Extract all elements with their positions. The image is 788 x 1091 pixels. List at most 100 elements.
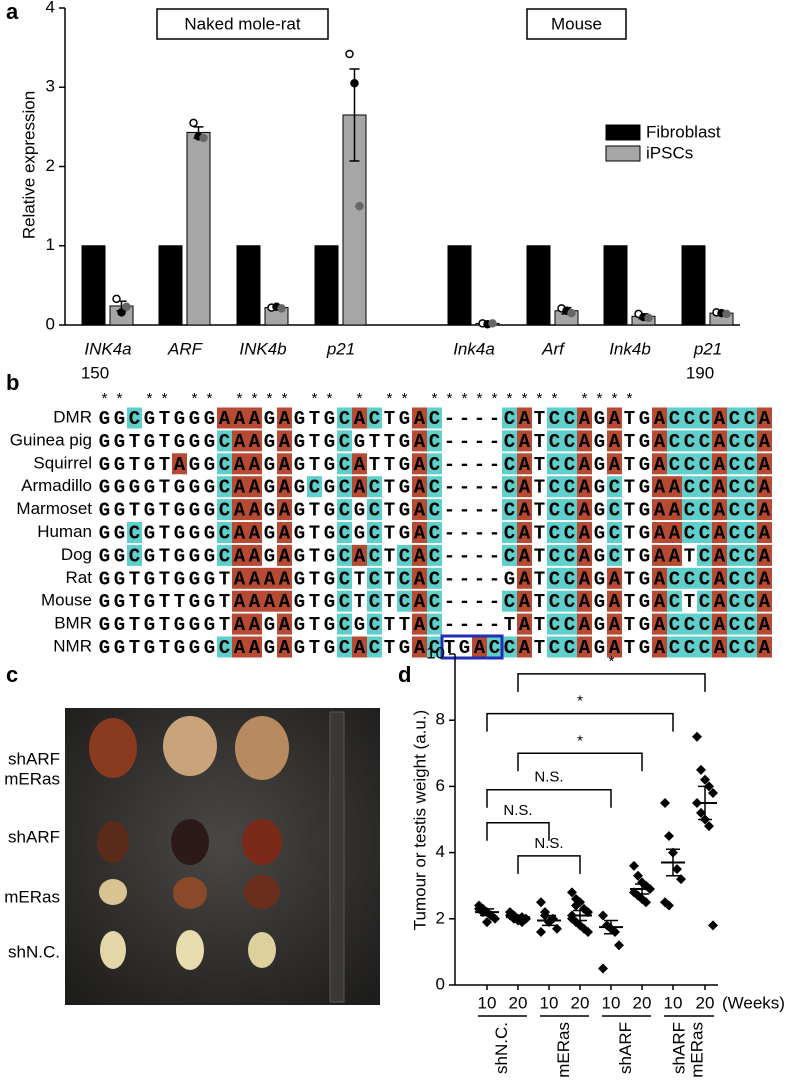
x-tick-label: INK4b — [239, 339, 286, 358]
error-bar — [666, 848, 680, 877]
cell-highlight — [262, 567, 277, 589]
cell-highlight — [412, 613, 427, 635]
data-point — [664, 900, 674, 911]
cell-highlight — [232, 453, 247, 475]
data-point — [571, 900, 581, 911]
cell-highlight — [547, 453, 562, 475]
error-bar — [480, 908, 494, 917]
group-label: shARF — [669, 1022, 688, 1074]
cell-highlight — [337, 453, 352, 475]
cell-highlight — [607, 522, 622, 543]
cell-highlight — [712, 407, 727, 429]
x-unit: (Weeks) — [722, 993, 785, 1012]
cell-highlight — [667, 522, 682, 543]
cell-highlight — [667, 430, 682, 452]
cell-highlight — [397, 544, 412, 566]
cell-highlight — [277, 544, 292, 566]
cell-highlight — [337, 522, 352, 543]
cell-highlight — [727, 430, 742, 452]
cell-highlight — [712, 567, 727, 589]
cell-highlight — [607, 590, 622, 612]
group-label: mERas — [554, 1022, 573, 1078]
cell-highlight — [367, 636, 382, 658]
cell-highlight — [412, 636, 427, 658]
cell-highlight — [247, 430, 262, 452]
cell-highlight — [397, 590, 412, 612]
cell-highlight — [742, 636, 757, 658]
cell-highlight — [127, 522, 142, 543]
tumour — [173, 877, 207, 909]
cell-highlight — [652, 453, 667, 475]
cell-highlight — [652, 407, 667, 429]
x-tick-label: 20 — [696, 993, 715, 1012]
cell-highlight — [607, 476, 622, 498]
data-point — [598, 963, 608, 974]
cell-highlight — [547, 430, 562, 452]
cell-highlight — [682, 499, 697, 521]
data-point — [614, 940, 624, 951]
cell-highlight — [427, 499, 442, 521]
cell-highlight — [607, 544, 622, 566]
cell-highlight — [697, 476, 712, 498]
cell-highlight — [742, 544, 757, 566]
data-point — [567, 887, 577, 898]
cell-highlight — [487, 636, 502, 658]
data-point — [355, 201, 364, 211]
sequence: GGCGTGGGCAAGAGTGCGCTGAC----CATCCAGCTGAAC… — [99, 523, 771, 545]
error-bar — [542, 914, 556, 927]
cell-highlight — [652, 613, 667, 635]
cell-highlight — [757, 636, 772, 658]
cell-highlight — [247, 522, 262, 543]
significance-label: N.S. — [503, 802, 532, 819]
data-point — [598, 910, 608, 921]
cell-highlight — [742, 407, 757, 429]
cell-highlight — [427, 544, 442, 566]
y-tick-label: 6 — [436, 776, 445, 795]
cell-highlight — [517, 636, 532, 658]
cell-highlight — [757, 567, 772, 589]
cell-highlight — [352, 636, 367, 658]
cell-highlight — [727, 453, 742, 475]
data-point — [722, 309, 731, 319]
species-name: Rat — [66, 568, 93, 587]
cell-highlight — [262, 590, 277, 612]
cell-highlight — [607, 430, 622, 452]
insertion-box — [440, 634, 504, 660]
cell-highlight — [697, 590, 712, 612]
cell-highlight — [232, 476, 247, 498]
cell-highlight — [502, 407, 517, 429]
cell-highlight — [277, 453, 292, 475]
cell-highlight — [577, 544, 592, 566]
sequence: GGTGTGGGCAAGAGTGCGCTGAC----CATCCAGCTGAAC… — [99, 500, 771, 522]
cell-highlight — [337, 430, 352, 452]
cell-highlight — [547, 522, 562, 543]
cell-highlight — [697, 544, 712, 566]
cell-highlight — [607, 636, 622, 658]
y-tick-label: 8 — [436, 710, 445, 729]
cell-highlight — [682, 613, 697, 635]
sample-label: shARF — [8, 749, 60, 768]
cell-highlight — [397, 567, 412, 589]
cell-highlight — [697, 453, 712, 475]
cell-highlight — [652, 567, 667, 589]
cell-highlight — [547, 567, 562, 589]
cell-highlight — [352, 544, 367, 566]
cell-highlight — [712, 590, 727, 612]
significance-bracket — [517, 855, 581, 874]
legend-label: iPSCs — [646, 143, 693, 162]
data-point — [199, 133, 208, 143]
species-name: Human — [37, 522, 92, 541]
cell-highlight — [697, 636, 712, 658]
cell-highlight — [502, 430, 517, 452]
bar — [314, 245, 339, 326]
sample-label: shN.C. — [8, 942, 60, 961]
data-point — [583, 927, 593, 938]
cell-highlight — [517, 430, 532, 452]
x-tick-label: 20 — [633, 993, 652, 1012]
cell-highlight — [757, 613, 772, 635]
error-bar — [604, 919, 618, 935]
significance-label: * — [577, 732, 583, 749]
cell-highlight — [412, 499, 427, 521]
cell-highlight — [757, 453, 772, 475]
cell-highlight — [697, 613, 712, 635]
